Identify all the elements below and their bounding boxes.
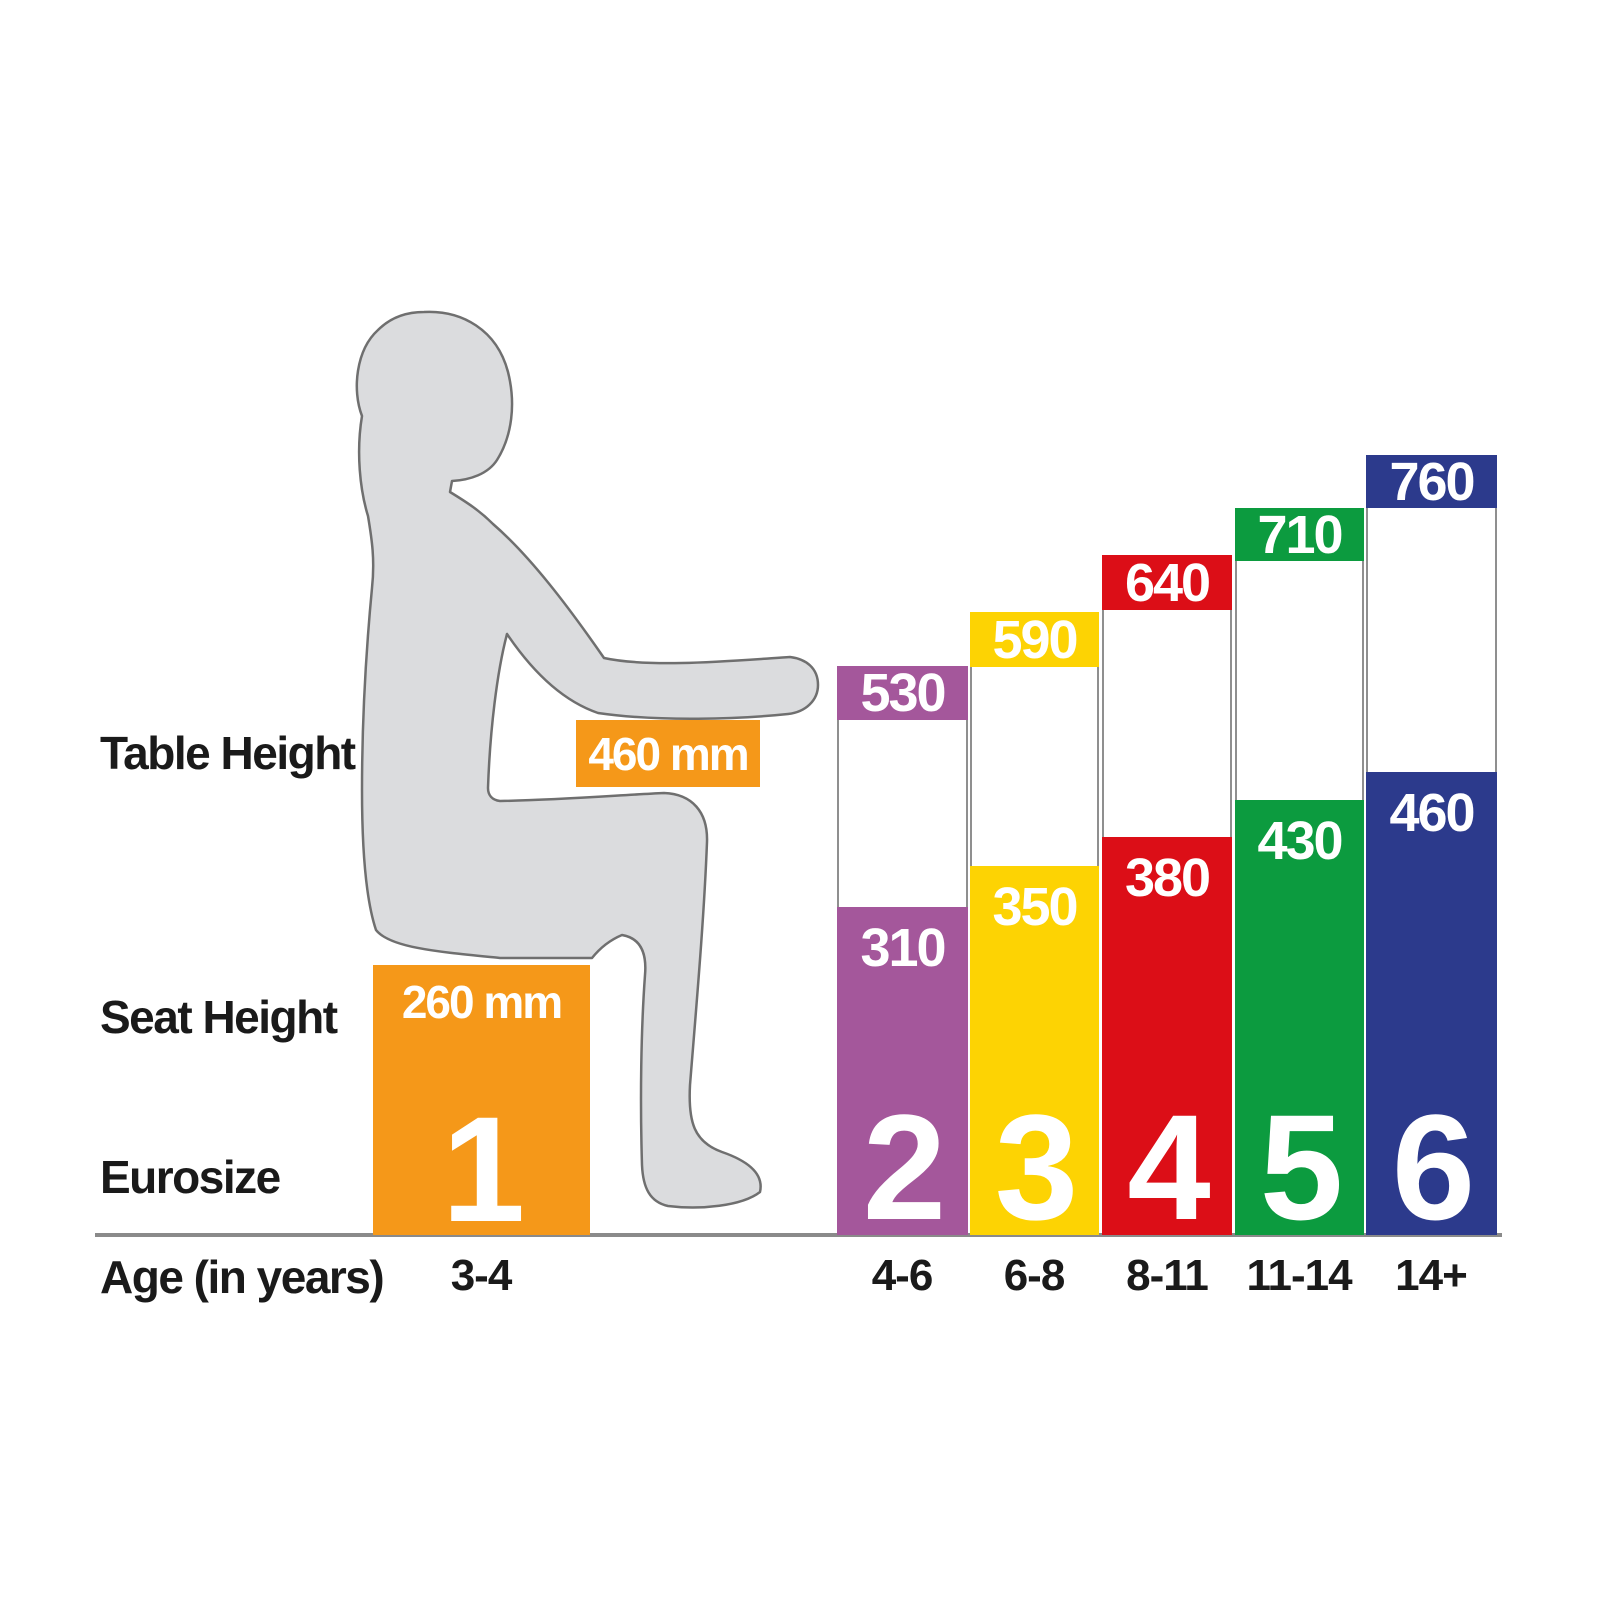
size2-eurosize-digit: 2 xyxy=(862,1083,946,1251)
size1-table-height-value: 460 mm xyxy=(588,727,749,780)
size3-seat-height-value: 350 xyxy=(992,877,1078,937)
column-size-3: 590 350 3 xyxy=(970,612,1099,1251)
size3-table-height-band: 590 xyxy=(970,612,1099,667)
size5-table-height-value: 710 xyxy=(1257,504,1343,565)
column-size-4: 640 380 4 xyxy=(1102,555,1232,1251)
age-label: Age (in years) xyxy=(100,1251,385,1303)
size5-eurosize-digit: 5 xyxy=(1259,1083,1343,1251)
size2-gap-section xyxy=(837,720,968,907)
size2-seat-height-band: 310 2 xyxy=(837,907,968,1251)
size1-eurosize-digit: 1 xyxy=(441,1085,525,1253)
seat-height-label: Seat Height xyxy=(100,991,338,1043)
size1-table-height-box: 460 mm xyxy=(576,720,760,787)
size2-table-height-band: 530 xyxy=(837,666,968,720)
size5-seat-height-band: 430 5 xyxy=(1235,800,1364,1251)
size2-seat-height-value: 310 xyxy=(860,918,946,978)
table-height-label: Table Height xyxy=(100,727,356,779)
size4-gap-section xyxy=(1102,610,1232,837)
size6-seat-height-value: 460 xyxy=(1389,783,1475,843)
age-value-size2: 4-6 xyxy=(871,1251,934,1300)
size4-table-height-band: 640 xyxy=(1102,555,1232,610)
size5-seat-height-value: 430 xyxy=(1257,811,1343,871)
size4-seat-height-band: 380 4 xyxy=(1102,837,1232,1251)
size1-seat-height-value: 260 mm xyxy=(401,976,563,1028)
size6-table-height-value: 760 xyxy=(1389,451,1475,512)
size4-eurosize-digit: 4 xyxy=(1127,1083,1210,1251)
size3-eurosize-digit: 3 xyxy=(994,1083,1078,1251)
column-size-6: 760 460 6 xyxy=(1366,451,1497,1251)
silhouette-path xyxy=(355,310,820,1209)
size6-table-height-band: 760 xyxy=(1366,451,1497,512)
size5-table-height-band: 710 xyxy=(1235,504,1364,565)
size3-table-height-value: 590 xyxy=(992,609,1078,670)
age-value-size5: 11-14 xyxy=(1246,1251,1352,1300)
size4-seat-height-value: 380 xyxy=(1124,848,1211,908)
size6-seat-height-band: 460 6 xyxy=(1366,772,1497,1251)
size2-table-height-value: 530 xyxy=(860,663,946,723)
age-value-size6: 14+ xyxy=(1395,1251,1468,1300)
baseline-axis xyxy=(95,1233,1502,1237)
size6-eurosize-digit: 6 xyxy=(1391,1083,1475,1251)
size6-gap-section xyxy=(1366,508,1497,772)
size4-table-height-value: 640 xyxy=(1124,552,1211,613)
size5-gap-section xyxy=(1235,561,1364,800)
eurosize-label: Eurosize xyxy=(100,1151,281,1203)
age-value-size3: 6-8 xyxy=(1003,1251,1066,1300)
age-value-size1: 3-4 xyxy=(450,1251,513,1300)
column-size-5: 710 430 5 xyxy=(1235,504,1364,1251)
size3-seat-height-band: 350 3 xyxy=(970,866,1099,1251)
size3-gap-section xyxy=(970,667,1099,866)
column-size-2: 530 310 2 xyxy=(837,666,968,1251)
age-value-size4: 8-11 xyxy=(1126,1251,1209,1300)
size1-seat-stool-block: 260 mm 1 xyxy=(373,965,590,1253)
